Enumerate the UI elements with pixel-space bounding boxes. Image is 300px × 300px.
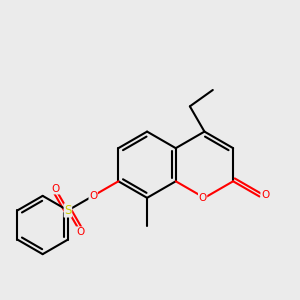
Text: O: O (51, 184, 60, 194)
Text: O: O (76, 227, 84, 237)
Text: S: S (64, 204, 72, 217)
Text: O: O (261, 190, 269, 200)
Text: O: O (199, 193, 207, 203)
Text: O: O (89, 191, 97, 201)
